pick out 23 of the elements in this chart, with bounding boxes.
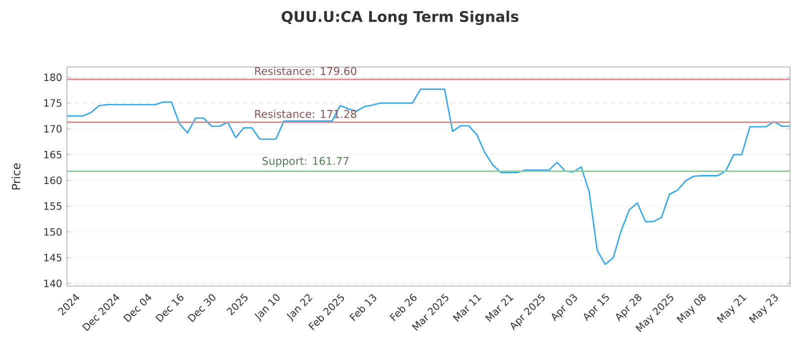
- y-tick-label: 175: [44, 99, 62, 107]
- y-tick-label: 165: [44, 150, 62, 158]
- x-tick-label: Apr 15: [584, 294, 609, 322]
- y-tick-label: 160: [44, 176, 62, 184]
- x-tick-label: Apr 03: [552, 294, 577, 322]
- x-tick-label: Feb 26: [390, 294, 417, 322]
- y-tick-label: 170: [44, 125, 62, 133]
- x-tick-label: Dec 30: [187, 294, 216, 322]
- y-tick-label: 140: [44, 280, 62, 288]
- y-tick-label: 150: [44, 228, 62, 236]
- x-tick-label: Dec 16: [155, 294, 184, 322]
- chart-title: QUU.U:CA Long Term Signals: [282, 10, 518, 26]
- x-tick-label: Feb 13: [349, 294, 376, 322]
- y-axis-title: Price: [12, 163, 20, 190]
- x-tick-label: Apr 28: [616, 294, 642, 322]
- x-tick-label: Dec 04: [123, 294, 152, 322]
- y-tick-label: 180: [44, 74, 62, 82]
- ref-line-label: Resistance: 179.60: [255, 66, 356, 76]
- y-tick-label: 155: [44, 202, 62, 210]
- x-tick-label: Jan 22: [286, 294, 313, 322]
- ref-line-label: Support: 161.77: [262, 156, 348, 167]
- x-tick-label: Jan 10: [254, 294, 280, 322]
- y-tick-label: 145: [44, 254, 62, 262]
